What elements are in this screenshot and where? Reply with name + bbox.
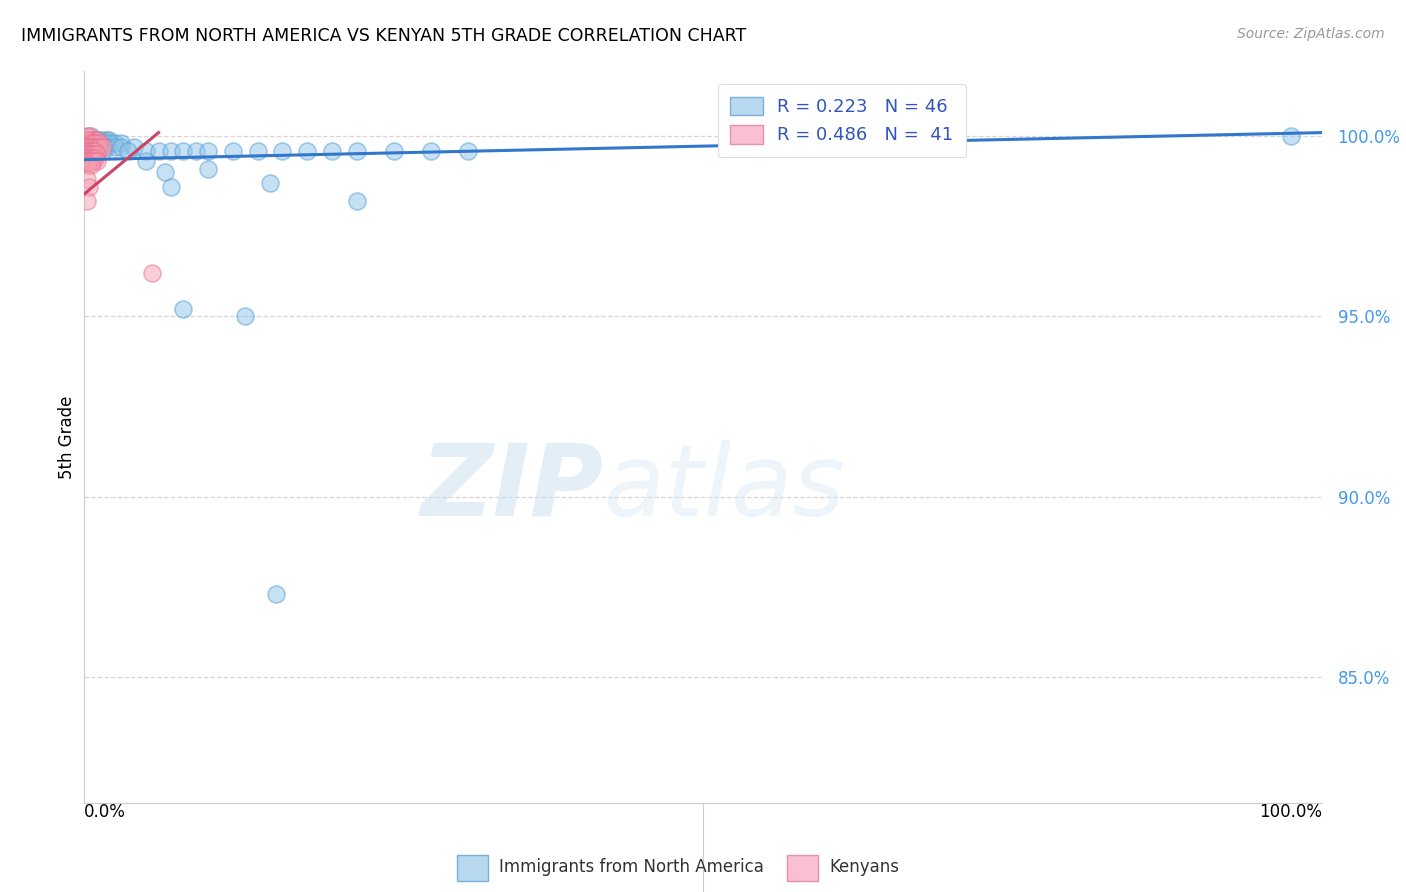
Point — [110, 140, 132, 154]
Text: Immigrants from North America: Immigrants from North America — [499, 858, 763, 876]
Point — [76, 172, 98, 186]
Point — [79, 144, 101, 158]
Point — [86, 136, 108, 151]
Point — [80, 154, 103, 169]
Point — [86, 133, 108, 147]
Point — [89, 140, 111, 154]
Point — [264, 587, 287, 601]
Point — [346, 144, 368, 158]
Point — [83, 140, 105, 154]
Point — [83, 147, 105, 161]
Point — [89, 136, 111, 151]
Text: 100.0%: 100.0% — [1258, 803, 1322, 821]
Point — [172, 144, 194, 158]
Point — [382, 144, 405, 158]
Point — [84, 144, 107, 158]
Point — [110, 136, 132, 151]
Point — [79, 129, 101, 144]
Point — [79, 136, 101, 151]
Point — [1279, 129, 1302, 144]
Point — [160, 144, 183, 158]
Point — [77, 151, 100, 165]
Point — [79, 144, 101, 158]
Text: 0.0%: 0.0% — [84, 803, 127, 821]
Point — [80, 133, 103, 147]
Point — [135, 144, 157, 158]
Point — [86, 133, 108, 147]
Point — [84, 136, 107, 151]
Point — [83, 140, 105, 154]
Point — [104, 140, 127, 154]
Point — [98, 133, 121, 147]
Point — [457, 144, 479, 158]
Point — [295, 144, 318, 158]
Point — [79, 158, 101, 172]
Point — [184, 144, 207, 158]
Point — [76, 194, 98, 208]
Point — [76, 147, 98, 161]
Point — [82, 144, 104, 158]
Point — [83, 133, 105, 147]
Point — [141, 266, 163, 280]
Point — [89, 133, 111, 147]
Y-axis label: 5th Grade: 5th Grade — [58, 395, 76, 479]
Point — [91, 140, 114, 154]
Point — [271, 144, 294, 158]
Point — [96, 133, 118, 147]
Text: atlas: atlas — [605, 440, 845, 537]
Point — [104, 136, 127, 151]
Point — [122, 140, 145, 154]
Point — [83, 154, 105, 169]
Point — [79, 129, 101, 144]
Point — [76, 154, 98, 169]
Point — [259, 176, 281, 190]
Point — [77, 133, 100, 147]
Point — [197, 161, 219, 176]
Point — [79, 179, 101, 194]
Point — [83, 133, 105, 147]
Point — [98, 136, 121, 151]
Point — [86, 147, 108, 161]
Point — [222, 144, 245, 158]
Point — [160, 179, 183, 194]
Point — [172, 302, 194, 317]
Point — [89, 140, 111, 154]
Point — [77, 144, 100, 158]
Point — [91, 136, 114, 151]
Point — [96, 140, 118, 154]
Point — [80, 140, 103, 154]
Point — [419, 144, 441, 158]
Point — [79, 151, 101, 165]
Point — [79, 140, 101, 154]
Text: IMMIGRANTS FROM NORTH AMERICA VS KENYAN 5TH GRADE CORRELATION CHART: IMMIGRANTS FROM NORTH AMERICA VS KENYAN … — [21, 27, 747, 45]
Point — [80, 147, 103, 161]
Point — [321, 144, 343, 158]
Point — [91, 144, 114, 158]
Point — [233, 310, 256, 324]
Legend: R = 0.223   N = 46, R = 0.486   N =  41: R = 0.223 N = 46, R = 0.486 N = 41 — [718, 84, 966, 157]
Point — [79, 147, 101, 161]
Point — [135, 154, 157, 169]
Point — [346, 194, 368, 208]
Point — [76, 129, 98, 144]
Text: Kenyans: Kenyans — [830, 858, 900, 876]
Point — [76, 140, 98, 154]
Point — [82, 136, 104, 151]
Point — [84, 151, 107, 165]
Point — [91, 133, 114, 147]
Point — [246, 144, 269, 158]
Point — [82, 151, 104, 165]
Point — [79, 154, 101, 169]
Point — [86, 154, 108, 169]
Point — [117, 144, 139, 158]
Point — [148, 144, 170, 158]
Point — [197, 144, 219, 158]
Point — [77, 158, 100, 172]
Point — [153, 165, 176, 179]
Point — [86, 140, 108, 154]
Text: ZIP: ZIP — [420, 440, 605, 537]
Text: Source: ZipAtlas.com: Source: ZipAtlas.com — [1237, 27, 1385, 41]
